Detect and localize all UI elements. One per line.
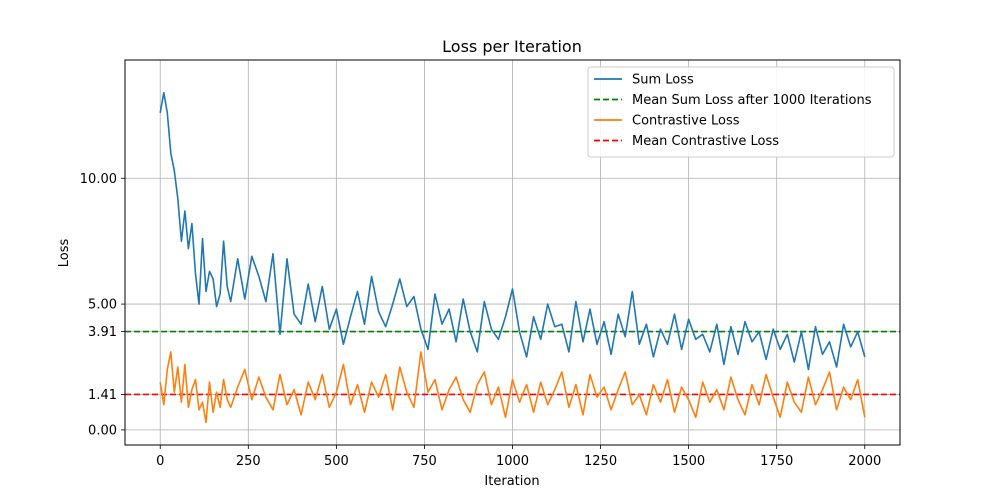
legend-label: Contrastive Loss: [632, 114, 740, 129]
legend-box: [587, 66, 895, 158]
x-tick-label: 250: [236, 454, 261, 469]
x-tick-label: 750: [412, 454, 437, 469]
x-axis-ticks: 0 250 500 750 1000 1250 1500 1750 2000: [156, 445, 881, 469]
x-axis-label: Iteration: [484, 474, 539, 489]
contrastive-loss-line: [159, 351, 866, 424]
y-tick-label: 1.41: [88, 388, 117, 403]
x-tick-label: 1250: [584, 454, 617, 469]
y-tick-label: 3.91: [88, 325, 117, 340]
y-tick-label: 10.00: [80, 172, 117, 187]
y-axis-label: Loss: [57, 239, 72, 268]
sum-loss-line: [159, 91, 866, 371]
legend-label: Mean Contrastive Loss: [632, 134, 779, 149]
y-tick-label: 5.00: [88, 298, 117, 313]
x-tick-label: 1000: [496, 454, 529, 469]
y-axis-ticks: 0.00 1.41 3.91 5.00 10.00: [80, 172, 125, 438]
x-tick-label: 500: [324, 454, 349, 469]
x-tick-label: 1500: [672, 454, 705, 469]
chart-title: Loss per Iteration: [442, 37, 582, 56]
legend-label: Sum Loss: [632, 73, 694, 88]
legend-label: Mean Sum Loss after 1000 Iterations: [632, 93, 872, 108]
y-tick-label: 0.00: [88, 423, 117, 438]
legend: Sum Loss Mean Sum Loss after 1000 Iterati…: [587, 66, 895, 158]
series-lines: [159, 91, 866, 424]
x-tick-label: 2000: [848, 454, 881, 469]
x-tick-label: 0: [156, 454, 164, 469]
x-tick-label: 1750: [760, 454, 793, 469]
